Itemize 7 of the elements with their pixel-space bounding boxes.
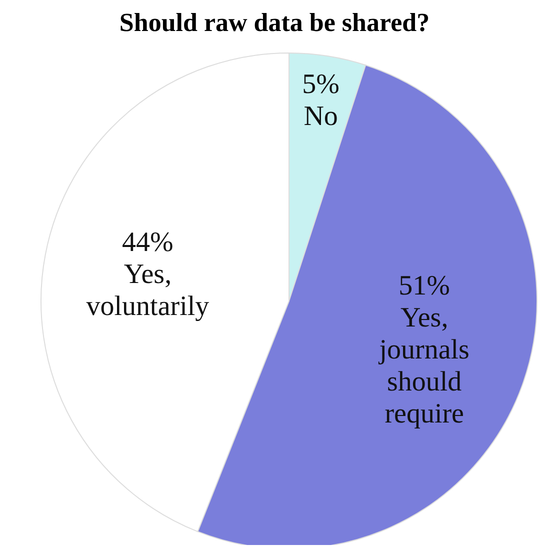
slice-label: No [304,100,338,132]
data-label: 44% [122,226,174,258]
slice-label: Yes, voluntarily [86,258,210,322]
data-label: 51% [398,270,450,302]
data-label: 5% [302,68,340,100]
chart-title: Should raw data be shared? [118,8,431,38]
slice-label: Yes, journals should require [378,302,470,430]
